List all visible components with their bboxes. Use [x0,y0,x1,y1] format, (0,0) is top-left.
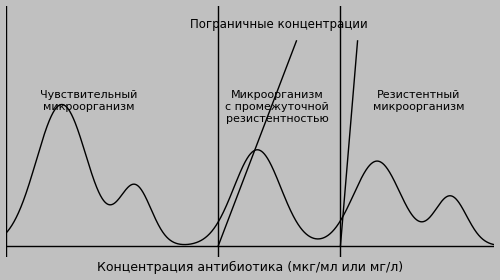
Text: Микроорганизм
с промежуточной
резистентностью: Микроорганизм с промежуточной резистентн… [225,90,329,123]
X-axis label: Концентрация антибиотика (мкг/мл или мг/л): Концентрация антибиотика (мкг/мл или мг/… [97,261,403,274]
Text: Резистентный
микроорганизм: Резистентный микроорганизм [373,90,464,112]
Text: Чувствительный
микроорганизм: Чувствительный микроорганизм [40,90,138,112]
Text: Пограничные концентрации: Пограничные концентрации [190,18,368,31]
